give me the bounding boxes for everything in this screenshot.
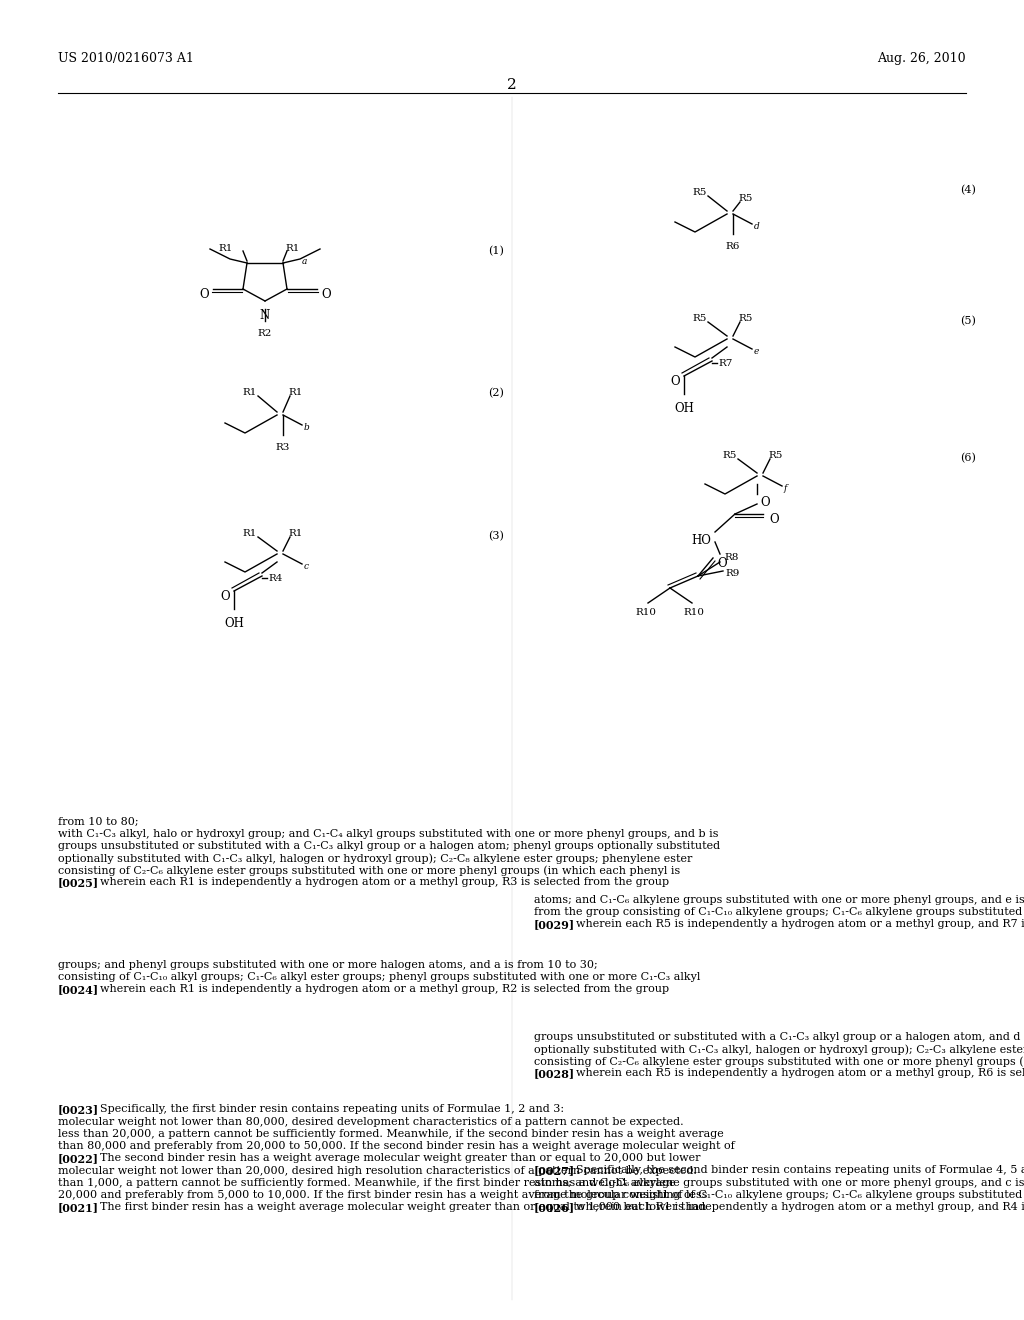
Text: The first binder resin has a weight average molecular weight greater than or equ: The first binder resin has a weight aver… (99, 1203, 707, 1212)
Text: d: d (754, 222, 760, 231)
Text: R1: R1 (243, 529, 257, 539)
Text: less than 20,000, a pattern cannot be sufficiently formed. Meanwhile, if the sec: less than 20,000, a pattern cannot be su… (58, 1129, 724, 1139)
Text: c: c (304, 562, 309, 572)
Text: R5: R5 (738, 314, 753, 323)
Text: wherein each R5 is independently a hydrogen atom or a methyl group, and R7 is a : wherein each R5 is independently a hydro… (575, 919, 1024, 929)
Text: O: O (760, 496, 770, 510)
Text: R9: R9 (725, 569, 739, 578)
Text: b: b (304, 422, 309, 432)
Text: f: f (784, 484, 787, 492)
Text: wherein each R1 is independently a hydrogen atom or a methyl group, and R4 is a : wherein each R1 is independently a hydro… (575, 1203, 1024, 1212)
Text: [0023]: [0023] (58, 1104, 99, 1115)
Text: consisting of C₂-C₆ alkylene ester groups substituted with one or more phenyl gr: consisting of C₂-C₆ alkylene ester group… (534, 1056, 1024, 1067)
Text: R1: R1 (285, 244, 299, 253)
Text: R6: R6 (726, 242, 740, 251)
Text: [0024]: [0024] (58, 983, 99, 995)
Text: R8: R8 (724, 553, 738, 562)
Text: R7: R7 (718, 359, 732, 368)
Text: atoms; and C₁-C₆ alkylene groups substituted with one or more phenyl groups, and: atoms; and C₁-C₆ alkylene groups substit… (534, 895, 1024, 906)
Text: than 80,000 and preferably from 20,000 to 50,000. If the second binder resin has: than 80,000 and preferably from 20,000 t… (58, 1140, 735, 1151)
Text: (1): (1) (488, 246, 504, 256)
Text: Aug. 26, 2010: Aug. 26, 2010 (878, 51, 966, 65)
Text: Specifically, the second binder resin contains repeating units of Formulae 4, 5 : Specifically, the second binder resin co… (575, 1166, 1024, 1175)
Text: [0026]: [0026] (534, 1203, 575, 1213)
Text: R3: R3 (275, 444, 290, 451)
Text: (5): (5) (961, 315, 976, 326)
Text: with C₁-C₃ alkyl, halo or hydroxyl group; and C₁-C₄ alkyl groups substituted wit: with C₁-C₃ alkyl, halo or hydroxyl group… (58, 829, 719, 840)
Text: wherein each R1 is independently a hydrogen atom or a methyl group, R3 is select: wherein each R1 is independently a hydro… (99, 876, 669, 887)
Text: R5: R5 (693, 187, 708, 197)
Text: O: O (670, 375, 680, 388)
Text: The second binder resin has a weight average molecular weight greater than or eq: The second binder resin has a weight ave… (99, 1152, 700, 1163)
Text: groups unsubstituted or substituted with a C₁-C₃ alkyl group or a halogen atom; : groups unsubstituted or substituted with… (58, 841, 720, 851)
Text: groups; and phenyl groups substituted with one or more halogen atoms, and a is f: groups; and phenyl groups substituted wi… (58, 960, 598, 970)
Text: O: O (200, 288, 209, 301)
Text: R10: R10 (636, 609, 656, 616)
Text: [0027]: [0027] (534, 1166, 575, 1176)
Text: e: e (754, 347, 760, 356)
Text: R2: R2 (258, 329, 272, 338)
Text: 20,000 and preferably from 5,000 to 10,000. If the first binder resin has a weig: 20,000 and preferably from 5,000 to 10,0… (58, 1191, 708, 1200)
Text: [0025]: [0025] (58, 876, 99, 888)
Text: groups unsubstituted or substituted with a C₁-C₃ alkyl group or a halogen atom, : groups unsubstituted or substituted with… (534, 1032, 1024, 1041)
Text: R1: R1 (243, 388, 257, 397)
Text: R1: R1 (288, 529, 302, 539)
Text: (4): (4) (961, 185, 976, 195)
Text: OH: OH (674, 403, 694, 414)
Text: consisting of C₂-C₆ alkylene ester groups substituted with one or more phenyl gr: consisting of C₂-C₆ alkylene ester group… (58, 865, 680, 875)
Text: [0028]: [0028] (534, 1068, 575, 1078)
Text: N: N (260, 309, 270, 322)
Text: R10: R10 (683, 609, 705, 616)
Text: HO: HO (691, 535, 711, 546)
Text: molecular weight not lower than 80,000, desired development characteristics of a: molecular weight not lower than 80,000, … (58, 1117, 684, 1127)
Text: US 2010/0216073 A1: US 2010/0216073 A1 (58, 51, 194, 65)
Text: Specifically, the first binder resin contains repeating units of Formulae 1, 2 a: Specifically, the first binder resin con… (99, 1104, 564, 1114)
Text: (3): (3) (488, 531, 504, 541)
Text: optionally substituted with C₁-C₃ alkyl, halogen or hydroxyl group); C₂-C₃ alkyl: optionally substituted with C₁-C₃ alkyl,… (534, 1044, 1024, 1055)
Text: atoms; and C₁-C₆ alkylene groups substituted with one or more phenyl groups, and: atoms; and C₁-C₆ alkylene groups substit… (534, 1177, 1024, 1188)
Text: molecular weight not lower than 20,000, desired high resolution characteristics : molecular weight not lower than 20,000, … (58, 1166, 697, 1176)
Text: wherein each R5 is independently a hydrogen atom or a methyl group, R6 is select: wherein each R5 is independently a hydro… (575, 1068, 1024, 1078)
Text: from 10 to 80;: from 10 to 80; (58, 817, 138, 828)
Text: R1: R1 (219, 244, 233, 253)
Text: [0022]: [0022] (58, 1152, 99, 1164)
Text: [0021]: [0021] (58, 1203, 99, 1213)
Text: R5: R5 (723, 451, 737, 459)
Text: from the group consisting of C₁-C₁₀ alkylene groups; C₁-C₆ alkylene groups subst: from the group consisting of C₁-C₁₀ alky… (534, 1191, 1024, 1200)
Text: R5: R5 (768, 451, 782, 459)
Text: [0029]: [0029] (534, 919, 575, 931)
Text: OH: OH (224, 616, 244, 630)
Text: consisting of C₁-C₁₀ alkyl groups; C₁-C₆ alkyl ester groups; phenyl groups subst: consisting of C₁-C₁₀ alkyl groups; C₁-C₆… (58, 972, 700, 982)
Text: 2: 2 (507, 78, 517, 92)
Text: (6): (6) (961, 453, 976, 463)
Text: optionally substituted with C₁-C₃ alkyl, halogen or hydroxyl group); C₂-C₈ alkyl: optionally substituted with C₁-C₃ alkyl,… (58, 853, 692, 863)
Text: R4: R4 (268, 574, 283, 583)
Text: from the group consisting of C₁-C₁₀ alkylene groups; C₁-C₆ alkylene groups subst: from the group consisting of C₁-C₁₀ alky… (534, 907, 1024, 917)
Text: a: a (302, 257, 307, 267)
Text: O: O (769, 513, 778, 525)
Text: O: O (220, 590, 229, 603)
Text: R1: R1 (288, 388, 302, 397)
Text: R5: R5 (693, 314, 708, 323)
Text: than 1,000, a pattern cannot be sufficiently formed. Meanwhile, if the first bin: than 1,000, a pattern cannot be sufficie… (58, 1177, 676, 1188)
Text: wherein each R1 is independently a hydrogen atom or a methyl group, R2 is select: wherein each R1 is independently a hydro… (99, 983, 669, 994)
Text: O: O (322, 288, 331, 301)
Text: (2): (2) (488, 388, 504, 399)
Text: R5: R5 (738, 194, 753, 203)
Text: O: O (717, 557, 727, 570)
